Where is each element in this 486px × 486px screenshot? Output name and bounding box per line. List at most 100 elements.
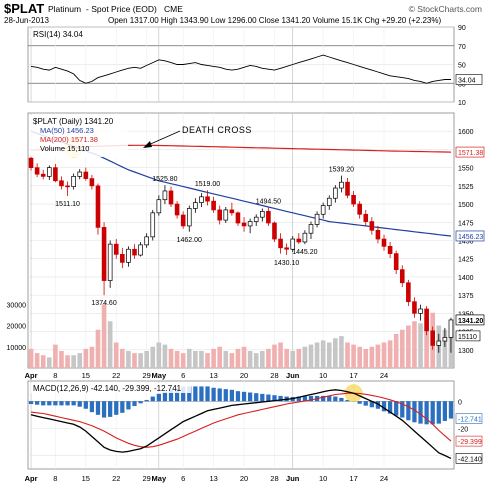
candle-body <box>302 232 308 243</box>
macd-layer <box>28 384 454 459</box>
volume-right-box <box>455 330 481 342</box>
macd-histogram-bar <box>65 401 70 406</box>
macd-histogram-bar <box>156 393 161 402</box>
candle-body <box>241 222 247 227</box>
volume-bar <box>217 346 223 368</box>
volume-bar <box>193 351 198 368</box>
price-x-tick-label: 28 <box>270 371 278 380</box>
macd-histogram-bar <box>339 397 344 402</box>
volume-bar <box>71 355 76 368</box>
volume-tick-label: 30000 <box>7 302 27 309</box>
macd-histogram-bar <box>442 401 448 421</box>
volume-bar <box>95 329 101 368</box>
candle-body <box>290 238 296 250</box>
candle-body <box>296 238 302 243</box>
candle-body <box>65 185 70 188</box>
macd-histogram-bar <box>229 389 235 402</box>
price-tick-label: 1475 <box>458 220 474 227</box>
macd-histogram-bar <box>327 395 332 402</box>
macd-histogram-bar <box>108 401 113 417</box>
candle-body <box>144 236 149 246</box>
macd-legend: MACD(12,26,9) -42.140, -29.399, -12.741 <box>31 383 191 393</box>
candle-body <box>162 190 168 201</box>
candle-body <box>412 301 417 314</box>
date-label: 28-Jun-2013 <box>4 16 49 25</box>
volume-bar <box>314 342 320 368</box>
volume-bar <box>77 353 83 368</box>
volume-bar <box>65 355 70 368</box>
macd-right-box <box>455 453 483 464</box>
volume-bar <box>406 325 411 368</box>
volume-bar <box>205 353 210 368</box>
candle-body <box>424 308 429 332</box>
price-x-tick-label: Apr <box>25 371 38 380</box>
macd-histogram-bar <box>430 401 435 425</box>
macd-histogram-bar <box>357 401 362 404</box>
candle-body <box>132 248 137 256</box>
volume-bar <box>138 353 143 368</box>
price-tick-label: 1375 <box>458 293 474 300</box>
macd-histogram-bar <box>168 389 174 402</box>
macd-histogram-bar <box>181 386 186 402</box>
macd-histogram-bar <box>193 386 198 402</box>
macd-histogram-bar <box>95 401 101 415</box>
volume-bar <box>107 321 113 368</box>
volume-legend: Volume 15,110 <box>40 144 89 153</box>
volume-bar <box>126 351 131 368</box>
volume-tick-label: 10000 <box>7 345 27 352</box>
volume-bar <box>223 351 229 368</box>
volume-bar <box>150 346 156 368</box>
candle-body <box>418 308 423 314</box>
price-tick-label: 1550 <box>458 166 474 173</box>
volume-bar <box>199 351 204 368</box>
volume-bar <box>290 351 296 368</box>
candle-body <box>199 196 204 203</box>
macd-histogram-bar <box>394 401 399 416</box>
volume-bar <box>229 353 235 368</box>
macd-histogram-bar <box>406 401 411 421</box>
macd-panel-frame <box>27 380 455 470</box>
volume-bar <box>320 340 326 368</box>
rsi-tick-label: 10 <box>458 100 466 107</box>
candle-body <box>113 243 119 255</box>
macd-histogram-bar <box>381 401 387 412</box>
macd-histogram-bar <box>89 401 95 413</box>
macd-histogram-bar <box>369 401 374 408</box>
macd-histogram-bar <box>59 401 64 406</box>
volume-bar <box>375 344 381 368</box>
price-x-tick-label: 29 <box>142 371 150 380</box>
macd-histogram-bar <box>174 387 180 402</box>
volume-bar <box>399 329 405 368</box>
macd-histogram-bar <box>400 401 405 418</box>
macd-histogram-bar <box>34 401 40 405</box>
candle-body <box>375 229 381 240</box>
macd-right-box <box>455 413 483 424</box>
symbol-desc: - Spot Price (EOD) <box>86 4 157 14</box>
volume-bar <box>156 342 162 368</box>
candle-layer <box>28 155 454 353</box>
price-label: 1494.50 <box>256 199 281 206</box>
candle-body <box>217 209 222 221</box>
volume-bar <box>174 351 180 368</box>
macd-histogram-bar <box>47 401 52 406</box>
macd-x-tick-label: Apr <box>25 474 38 483</box>
volume-bar <box>326 342 332 368</box>
macd-line <box>30 389 452 459</box>
macd-histogram-bar <box>387 401 393 414</box>
price-tick-label: 1600 <box>458 129 474 136</box>
price-right-label: 1571.38 <box>458 150 483 157</box>
macd-histogram-bar <box>205 386 210 402</box>
price-tick-label: 1400 <box>458 275 474 282</box>
macd-x-tick-label: 13 <box>209 474 217 483</box>
volume-bar <box>101 304 107 368</box>
macd-histogram-bar <box>375 401 381 409</box>
candle-body <box>369 221 375 231</box>
candle-body <box>205 196 210 202</box>
volume-bar <box>34 353 40 368</box>
price-x-tick-label: 8 <box>53 371 57 380</box>
volume-bar <box>393 334 399 368</box>
death-cross-arrow <box>145 130 181 147</box>
macd-x-tick-label: 24 <box>380 474 388 483</box>
macd-tick-label: -20 <box>458 426 468 433</box>
volume-bar <box>40 355 46 368</box>
